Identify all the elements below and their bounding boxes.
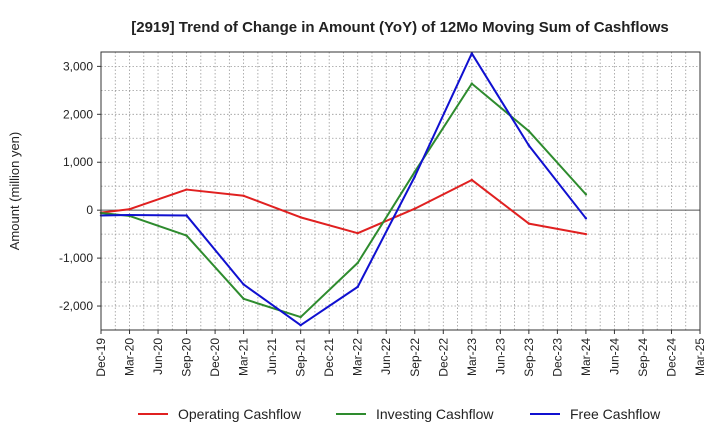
data-point <box>470 52 474 55</box>
x-tick-label: Dec-23 <box>550 338 564 377</box>
data-point <box>527 222 531 225</box>
y-tick-label: 0 <box>86 203 93 217</box>
x-tick-label: Sep-23 <box>522 338 536 377</box>
data-point <box>413 175 416 178</box>
x-tick-label: Dec-22 <box>436 338 450 377</box>
data-point <box>356 231 359 235</box>
chart-title: [2919] Trend of Change in Amount (YoY) o… <box>131 19 669 36</box>
legend-label: Operating Cashflow <box>178 406 302 422</box>
series-layer <box>99 52 588 327</box>
data-point <box>128 213 131 217</box>
x-tick-label: Mar-23 <box>465 338 479 376</box>
data-point <box>584 232 588 236</box>
x-tick-label: Jun-21 <box>265 338 279 375</box>
x-tick-label: Jun-20 <box>151 338 165 375</box>
series-line <box>100 82 587 319</box>
x-tick-label: Mar-24 <box>579 338 593 376</box>
data-point <box>128 208 131 211</box>
data-point <box>242 283 245 286</box>
y-axis: -2,000 -1,000 0 1,000 2,000 3,000 <box>59 59 101 313</box>
data-point <box>584 217 588 220</box>
x-axis: Dec-19 Mar-20 Jun-20 Sep-20 Dec-20 Mar-21 Jun-… <box>94 330 707 377</box>
data-point <box>527 144 531 147</box>
x-tick-label: Sep-21 <box>294 338 308 377</box>
legend-label: Free Cashflow <box>570 406 661 422</box>
data-point <box>242 297 245 301</box>
data-point <box>413 170 416 174</box>
x-tick-label: Mar-25 <box>693 338 707 376</box>
y-tick-label: -2,000 <box>59 299 93 313</box>
series-line <box>100 52 587 327</box>
legend-label: Investing Cashflow <box>376 406 494 422</box>
y-axis-label: Amount (million yen) <box>7 132 22 251</box>
y-tick-label: 2,000 <box>63 107 93 121</box>
data-point <box>185 234 188 237</box>
data-point <box>185 188 188 191</box>
x-tick-label: Jun-22 <box>379 338 393 375</box>
x-tick-label: Dec-21 <box>322 338 336 377</box>
x-tick-label: Mar-21 <box>237 338 251 376</box>
x-tick-label: Sep-20 <box>180 338 194 377</box>
data-point <box>470 82 474 85</box>
data-point <box>185 214 188 217</box>
plot-frame <box>100 51 701 331</box>
x-tick-label: Jun-24 <box>607 338 621 375</box>
x-tick-label: Jun-23 <box>493 338 507 375</box>
data-point <box>299 216 302 219</box>
data-point <box>356 261 359 265</box>
data-point <box>584 193 588 196</box>
data-point <box>413 207 416 210</box>
data-point <box>299 315 302 319</box>
x-tick-label: Dec-20 <box>208 338 222 377</box>
y-tick-label: 1,000 <box>63 155 93 169</box>
data-point <box>242 194 245 197</box>
x-tick-label: Sep-22 <box>408 338 422 377</box>
y-tick-label: 3,000 <box>63 59 93 73</box>
legend: Operating Cashflow Investing Cashflow Free… <box>138 406 661 422</box>
x-tick-label: Mar-22 <box>351 338 365 376</box>
grid <box>100 52 701 330</box>
data-point <box>356 285 359 289</box>
data-point <box>527 129 531 133</box>
series-line <box>100 178 587 236</box>
x-tick-label: Sep-24 <box>636 338 650 377</box>
x-tick-label: Dec-19 <box>94 338 108 377</box>
x-tick-label: Mar-20 <box>123 338 137 376</box>
y-tick-label: -1,000 <box>59 251 93 265</box>
x-tick-label: Dec-24 <box>664 338 678 377</box>
data-point <box>470 178 474 182</box>
data-point <box>299 324 302 327</box>
